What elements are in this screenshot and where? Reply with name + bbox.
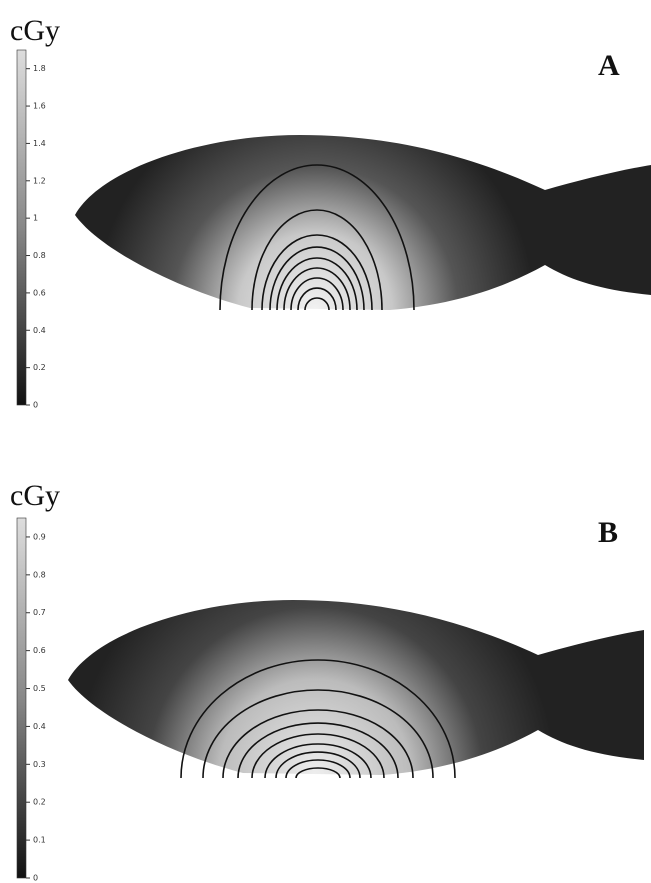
tick-label: 0.6 xyxy=(33,288,46,297)
fish-a xyxy=(75,135,651,310)
tick-label: 0 xyxy=(33,401,38,410)
tick-label: 1 xyxy=(33,214,38,223)
tick-label: 0.8 xyxy=(33,251,46,260)
colorbar xyxy=(17,50,26,405)
colorbar xyxy=(17,518,26,878)
tick-label: 0.6 xyxy=(33,646,46,655)
tick-label: 0.2 xyxy=(33,363,46,372)
tick-label: 0 xyxy=(33,874,38,883)
tick-label: 0.4 xyxy=(33,326,46,335)
tick-label: 1.4 xyxy=(33,139,46,148)
panel-label: A xyxy=(598,49,620,82)
tick-label: 0.5 xyxy=(33,684,46,693)
tick-label: 0.2 xyxy=(33,798,46,807)
unit-label: cGy xyxy=(10,14,60,47)
tick-label: 1.2 xyxy=(33,176,46,185)
unit-label: cGy xyxy=(10,479,60,512)
tick-label: 0.7 xyxy=(33,608,46,617)
tick-label: 0.4 xyxy=(33,722,46,731)
tick-label: 0.8 xyxy=(33,570,46,579)
fish-b xyxy=(68,600,644,775)
tick-label: 1.6 xyxy=(33,102,46,111)
tick-label: 0.3 xyxy=(33,760,46,769)
tick-label: 1.8 xyxy=(33,64,46,73)
tick-label: 0.1 xyxy=(33,836,46,845)
tick-label: 0.9 xyxy=(33,532,46,541)
figure: cGy A 0 0.2 0.4 0.6 0.8 1 1.2 1.4 1.6 1.8 cGy B 0 0.1 0.… xyxy=(0,0,651,883)
panel-label: B xyxy=(598,516,618,549)
dose-maps xyxy=(68,135,651,775)
